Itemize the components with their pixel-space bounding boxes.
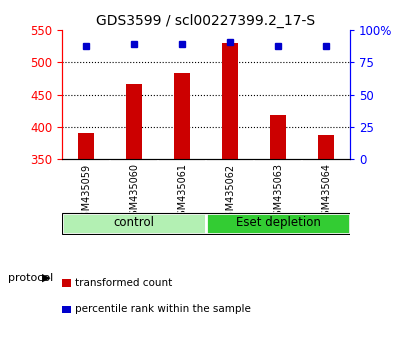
Title: GDS3599 / scl00227399.2_17-S: GDS3599 / scl00227399.2_17-S [96, 13, 316, 28]
Bar [318, 135, 334, 159]
Text: GSM435062: GSM435062 [225, 164, 235, 223]
Bar [206, 213, 350, 234]
Bar [126, 84, 142, 159]
Text: control: control [114, 216, 154, 229]
Bar [174, 73, 190, 159]
Text: GSM435061: GSM435061 [177, 164, 187, 222]
Text: GSM435064: GSM435064 [321, 164, 331, 222]
Text: protocol: protocol [8, 273, 53, 283]
Text: Eset depletion: Eset depletion [236, 216, 320, 229]
Bar [78, 133, 94, 159]
Text: GSM435063: GSM435063 [273, 164, 283, 222]
Text: GSM435060: GSM435060 [129, 164, 139, 222]
Text: transformed count: transformed count [75, 278, 172, 288]
Bar [222, 43, 238, 159]
Text: ▶: ▶ [42, 273, 50, 283]
Text: GSM435059: GSM435059 [81, 164, 91, 223]
Bar [62, 213, 350, 234]
Text: percentile rank within the sample: percentile rank within the sample [75, 304, 251, 314]
Bar [62, 213, 206, 234]
Bar [270, 115, 286, 159]
